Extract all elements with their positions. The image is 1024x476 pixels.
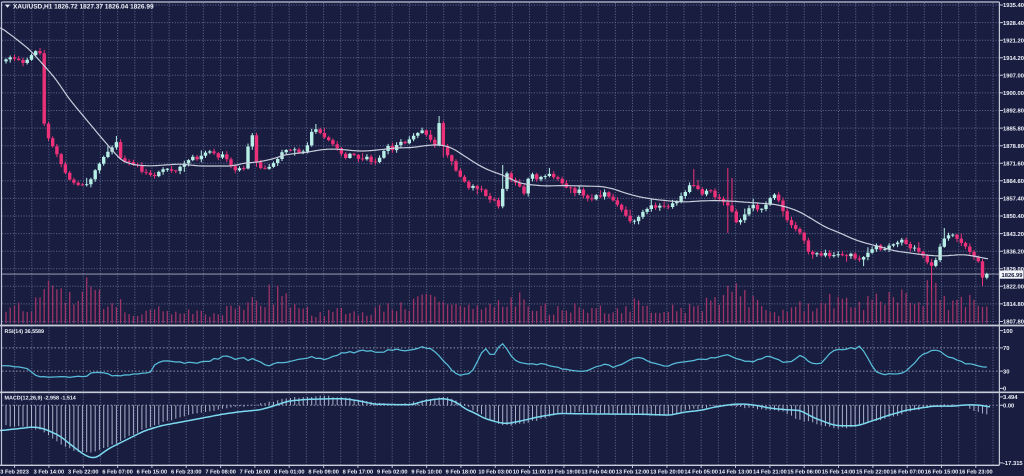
svg-text:3.494: 3.494	[1003, 394, 1018, 401]
svg-text:1829.00: 1829.00	[1003, 266, 1024, 273]
svg-text:14 Feb 21:00: 14 Feb 21:00	[753, 468, 787, 475]
svg-text:13 Feb 04:00: 13 Feb 04:00	[581, 468, 615, 475]
svg-text:15 Feb 14:00: 15 Feb 14:00	[822, 468, 856, 475]
svg-text:1822.00: 1822.00	[1003, 284, 1024, 291]
svg-text:9 Feb 18:00: 9 Feb 18:00	[446, 468, 476, 475]
svg-text:9 Feb 10:00: 9 Feb 10:00	[411, 468, 441, 475]
svg-text:14 Feb 05:00: 14 Feb 05:00	[684, 468, 718, 475]
svg-text:16 Feb 15:00: 16 Feb 15:00	[925, 468, 959, 475]
svg-text:XAU/USD,H1 1826.72 1827.37 18: XAU/USD,H1 1826.72 1827.37 1826.04 1826.…	[13, 4, 154, 11]
svg-text:-17.315: -17.315	[1003, 460, 1023, 467]
svg-text:1878.80: 1878.80	[1003, 143, 1024, 150]
svg-text:10 Feb 11:00: 10 Feb 11:00	[513, 468, 546, 475]
svg-text:3 Feb 2023: 3 Feb 2023	[0, 468, 29, 475]
svg-text:7 Feb 08:00: 7 Feb 08:00	[205, 468, 235, 475]
svg-text:1864.60: 1864.60	[1003, 178, 1024, 185]
svg-text:1843.20: 1843.20	[1003, 231, 1024, 238]
svg-text:16 Feb 07:00: 16 Feb 07:00	[890, 468, 924, 475]
svg-text:1914.20: 1914.20	[1003, 55, 1024, 62]
svg-text:8 Feb 09:00: 8 Feb 09:00	[308, 468, 338, 475]
svg-text:6 Feb 23:00: 6 Feb 23:00	[171, 468, 201, 475]
svg-text:30: 30	[1003, 368, 1009, 375]
svg-text:1871.60: 1871.60	[1003, 160, 1024, 167]
svg-text:10 Feb 03:00: 10 Feb 03:00	[478, 468, 512, 475]
svg-text:1836.20: 1836.20	[1003, 248, 1024, 255]
svg-text:8 Feb 01:00: 8 Feb 01:00	[274, 468, 304, 475]
svg-text:0: 0	[1003, 386, 1006, 393]
svg-text:1814.80: 1814.80	[1003, 301, 1024, 308]
svg-text:RSI(14) 36.5589: RSI(14) 36.5589	[5, 329, 45, 335]
svg-text:1807.80: 1807.80	[1003, 319, 1024, 326]
svg-text:1900.00: 1900.00	[1003, 90, 1024, 97]
svg-text:1907.00: 1907.00	[1003, 73, 1024, 80]
svg-text:13 Feb 12:00: 13 Feb 12:00	[616, 468, 650, 475]
svg-text:1826.99: 1826.99	[1002, 272, 1024, 279]
svg-text:9 Feb 02:00: 9 Feb 02:00	[377, 468, 407, 475]
svg-text:15 Feb 22:00: 15 Feb 22:00	[856, 468, 890, 475]
svg-text:6 Feb 07:00: 6 Feb 07:00	[102, 468, 132, 475]
svg-text:1935.40: 1935.40	[1003, 2, 1024, 9]
svg-text:0.00: 0.00	[1003, 403, 1014, 410]
svg-text:1928.40: 1928.40	[1003, 20, 1024, 27]
svg-text:7 Feb 16:00: 7 Feb 16:00	[240, 468, 270, 475]
svg-text:16 Feb 23:00: 16 Feb 23:00	[959, 468, 993, 475]
svg-text:6 Feb 15:00: 6 Feb 15:00	[137, 468, 167, 475]
svg-text:1892.80: 1892.80	[1003, 108, 1024, 115]
svg-text:1857.40: 1857.40	[1003, 196, 1024, 203]
svg-text:1850.40: 1850.40	[1003, 213, 1024, 220]
svg-text:1921.20: 1921.20	[1003, 37, 1024, 44]
svg-text:1885.80: 1885.80	[1003, 125, 1024, 132]
svg-text:100: 100	[1003, 328, 1013, 335]
svg-text:10 Feb 19:00: 10 Feb 19:00	[547, 468, 581, 475]
svg-text:8 Feb 17:00: 8 Feb 17:00	[343, 468, 373, 475]
svg-text:15 Feb 06:00: 15 Feb 06:00	[787, 468, 821, 475]
svg-text:70: 70	[1003, 345, 1009, 352]
svg-text:MACD(12,26,9) -2.958 -1.514: MACD(12,26,9) -2.958 -1.514	[5, 396, 76, 402]
svg-text:14 Feb 13:00: 14 Feb 13:00	[719, 468, 753, 475]
svg-text:3 Feb 22:00: 3 Feb 22:00	[68, 468, 98, 475]
svg-text:3 Feb 14:00: 3 Feb 14:00	[34, 468, 64, 475]
svg-text:13 Feb 20:00: 13 Feb 20:00	[650, 468, 684, 475]
